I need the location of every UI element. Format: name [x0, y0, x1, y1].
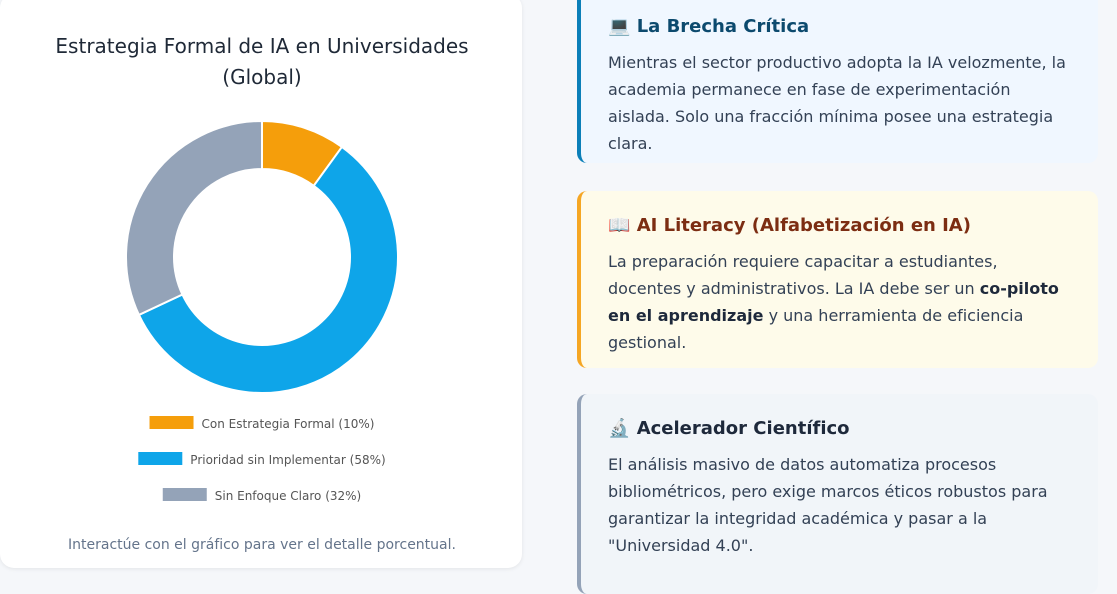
card-title-text: Acelerador Científico [636, 418, 850, 439]
card-body-bold: co-piloto en el aprendizaje [608, 279, 1059, 325]
info-card: 🔬 Acelerador Científico El análisis masiv… [577, 394, 1098, 594]
legend-label: Sin Enfoque Claro (32%) [215, 489, 361, 503]
legend-swatch [149, 416, 194, 429]
card-title: 📖 AI Literacy (Alfabetización en IA) [608, 215, 1068, 236]
card-body: El análisis masivo de datos automatiza p… [608, 451, 1068, 559]
card-body-text: Mientras el sector productivo adopta la … [608, 53, 1066, 153]
chart-card: Estrategia Formal de IA en Universidades… [0, 0, 522, 568]
card-title: 💻 La Brecha Crítica [608, 16, 1068, 37]
chart-title: Estrategia Formal de IA en Universidades [55, 34, 468, 58]
chart-title: (Global) [222, 65, 301, 89]
card-body: La preparación requiere capacitar a estu… [608, 248, 1068, 356]
chart: Estrategia Formal de IA en Universidades… [55, 34, 468, 553]
card-icon: 💻 [608, 16, 631, 37]
card-body: Mientras el sector productivo adopta la … [608, 49, 1068, 157]
card-body-text: y una herramienta de eficiencia gestiona… [608, 306, 1024, 352]
chart-note: Interactúe con el gráfico para ver el de… [68, 537, 456, 553]
card-icon: 🔬 [608, 418, 631, 439]
card-title-text: AI Literacy (Alfabetización en IA) [636, 215, 971, 236]
donut-segment [125, 119, 263, 317]
legend-label: Con Estrategia Formal (10%) [202, 417, 375, 431]
donut-segment [137, 145, 399, 394]
legend-swatch [138, 452, 183, 465]
card-icon: 📖 [608, 215, 631, 236]
card-title-text: La Brecha Crítica [636, 16, 810, 37]
card-body-text: El análisis masivo de datos automatiza p… [608, 455, 1048, 555]
legend-label: Prioridad sin Implementar (58%) [190, 453, 385, 467]
card-title: 🔬 Acelerador Científico [608, 418, 1068, 439]
info-card: 📖 AI Literacy (Alfabetización en IA) La p… [577, 191, 1098, 368]
info-card: 💻 La Brecha Crítica Mientras el sector pr… [577, 0, 1098, 163]
legend-swatch [162, 488, 207, 501]
card-body-text: La preparación requiere capacitar a estu… [608, 252, 998, 298]
